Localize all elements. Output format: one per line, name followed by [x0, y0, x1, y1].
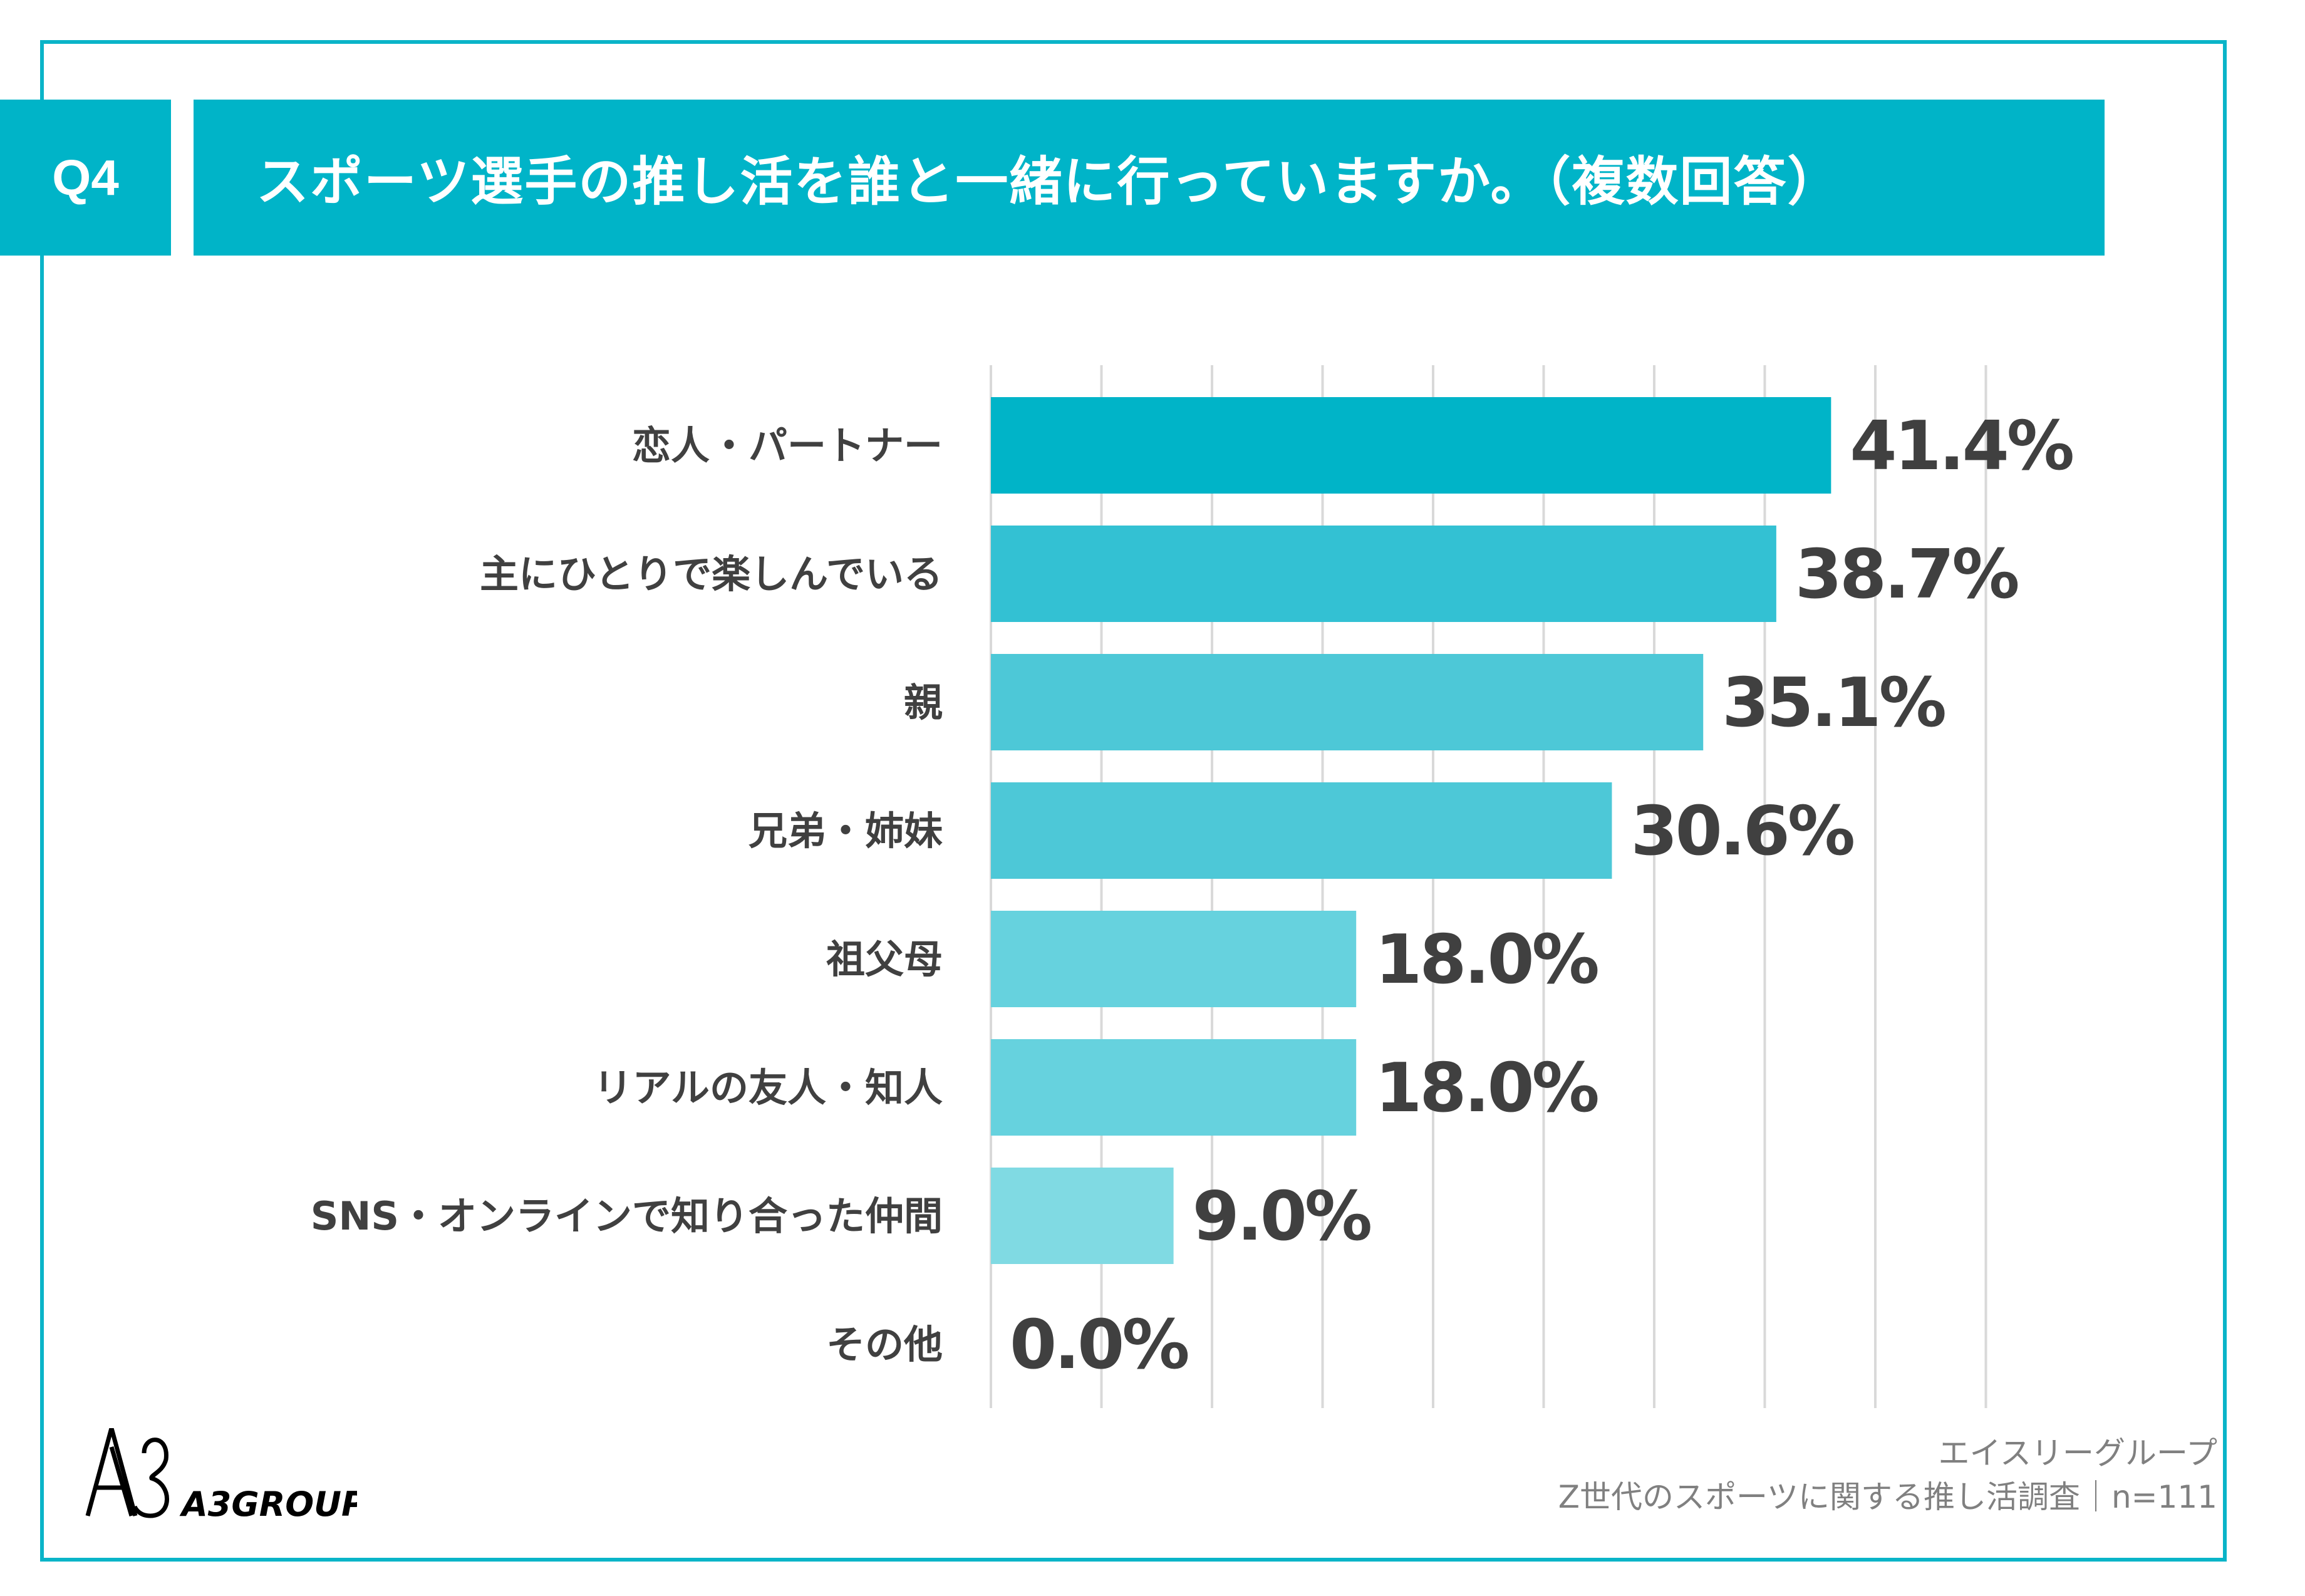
value-label: 35.1%	[1722, 664, 1944, 742]
logo-text: A3GROUP	[179, 1485, 357, 1522]
bar	[991, 397, 1831, 494]
question-title: スポーツ選手の推し活を誰と一緒に行っていますか。（複数回答）	[256, 151, 1841, 212]
value-label: 30.6%	[1630, 792, 1853, 871]
source-company: エイスリーグループ	[1938, 1435, 2218, 1471]
bar	[991, 1168, 1174, 1264]
value-label: 41.4%	[1850, 407, 2072, 485]
category-label: 主にひとりで楽しんでいる	[480, 551, 943, 597]
source-survey: Z世代のスポーツに関する推し活調査｜n=111	[1558, 1479, 2217, 1515]
question-title-banner: スポーツ選手の推し活を誰と一緒に行っていますか。（複数回答）	[194, 100, 2105, 256]
bar	[991, 1039, 1357, 1136]
bar	[991, 526, 1776, 622]
value-label: 9.0%	[1193, 1178, 1370, 1256]
logo-mark	[85, 1428, 169, 1518]
value-label: 18.0%	[1375, 921, 1597, 999]
bars	[991, 397, 1831, 1264]
category-label: 兄弟・姉妹	[748, 808, 943, 854]
value-label: 0.0%	[1010, 1306, 1188, 1384]
source-note: エイスリーグループ Z世代のスポーツに関する推し活調査｜n=111	[1558, 1431, 2217, 1519]
bar	[991, 654, 1704, 750]
value-label: 18.0%	[1375, 1049, 1597, 1127]
category-label: 祖父母	[826, 936, 943, 982]
value-labels: 41.4%38.7%35.1%30.6%18.0%18.0%9.0%0.0%	[1010, 407, 2075, 1384]
question-number-badge: Q4	[0, 100, 171, 256]
bar	[991, 911, 1357, 1007]
question-number: Q4	[52, 149, 119, 205]
category-label: SNS・オンラインで知り合った仲間	[311, 1193, 943, 1239]
value-label: 38.7%	[1795, 536, 2018, 614]
category-label: その他	[826, 1322, 943, 1367]
category-label: 恋人・パートナー	[632, 423, 943, 469]
category-label: 親	[904, 680, 943, 725]
a3-group-logo: A3GROUP	[85, 1428, 357, 1522]
chart-frame	[40, 40, 2227, 1562]
category-label: リアルの友人・知人	[594, 1065, 943, 1111]
bar	[991, 782, 1612, 879]
